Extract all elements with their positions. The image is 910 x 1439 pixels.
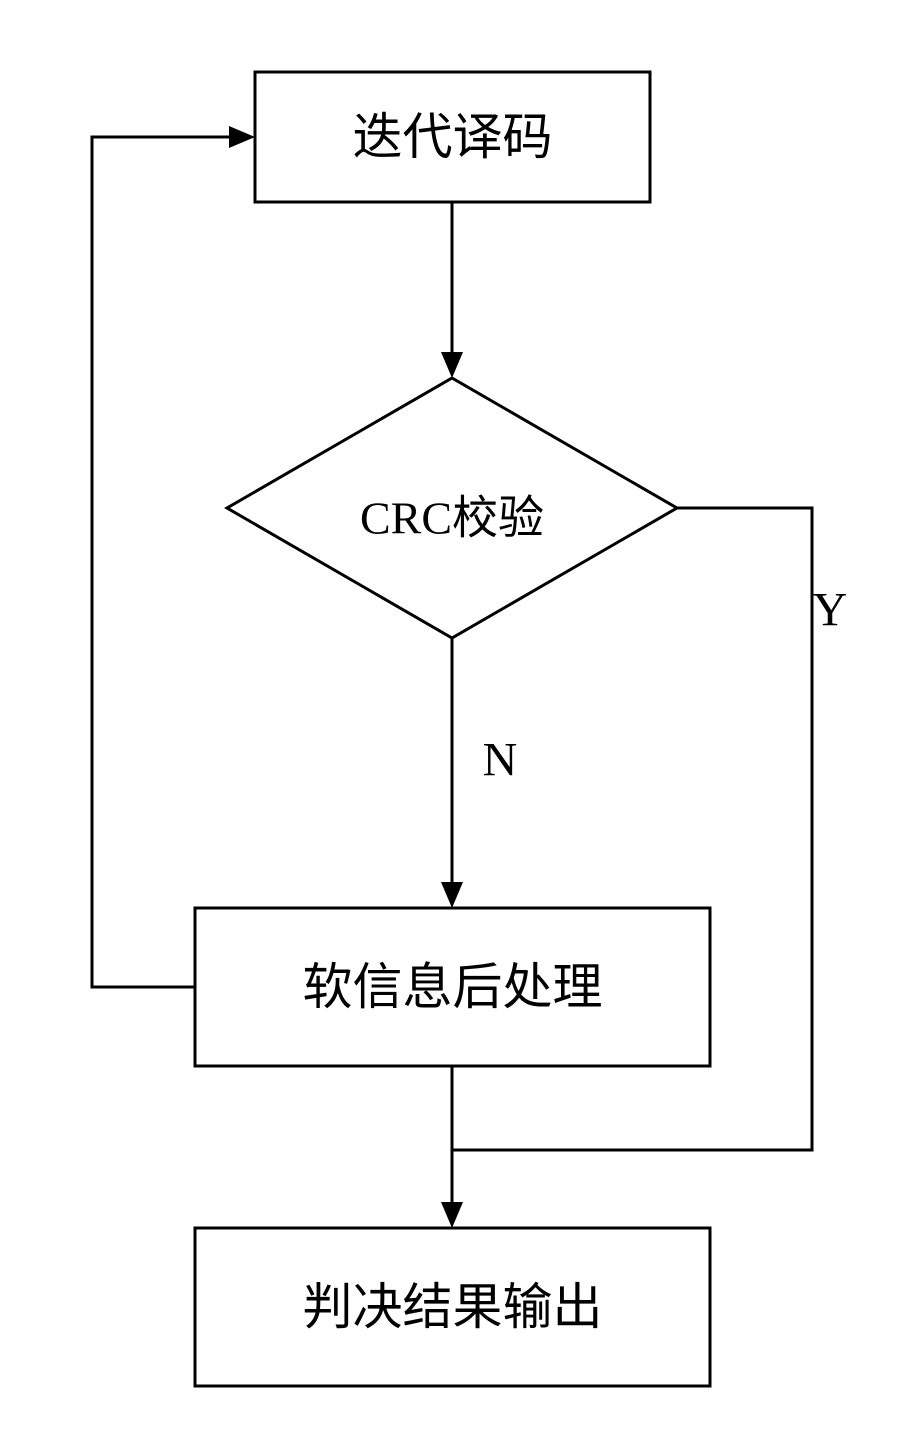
node-label-n3: 软信息后处理 [303, 959, 603, 1015]
edge-e2: N [441, 638, 517, 908]
node-n2: CRC校验 [227, 378, 677, 638]
node-label-n1: 迭代译码 [353, 109, 553, 165]
node-n1: 迭代译码 [255, 72, 650, 202]
edge-label-e2: N [483, 734, 518, 787]
node-label-n4: 判决结果输出 [303, 1279, 603, 1335]
edge-e1 [441, 202, 463, 378]
node-n3: 软信息后处理 [195, 908, 710, 1066]
flowchart-canvas: 迭代译码 CRC校验软信息后处理判决结果输出 N Y [0, 0, 910, 1439]
edge-e3 [441, 1066, 463, 1228]
node-label-n2: CRC校验 [360, 493, 544, 544]
edge-label-e4: Y [813, 584, 848, 637]
node-n4: 判决结果输出 [195, 1228, 710, 1386]
edge-e5 [92, 126, 255, 987]
